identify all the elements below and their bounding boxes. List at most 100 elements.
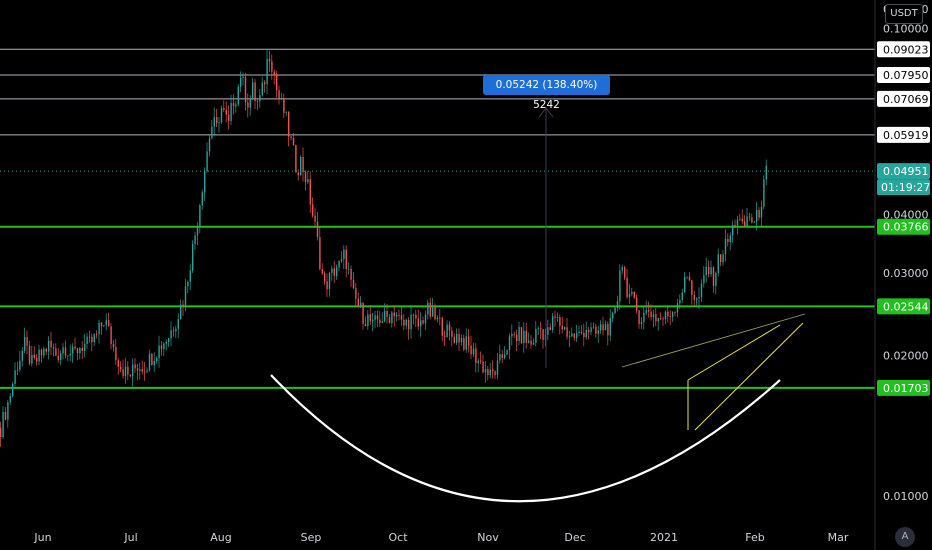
- candle-body: [492, 369, 494, 372]
- time-axis[interactable]: Jun Jul Aug Sep Oct Nov Dec 2021 Feb Mar: [33, 531, 848, 544]
- candle-body: [343, 249, 345, 259]
- candle-body: [220, 108, 223, 123]
- candle-body: [136, 368, 139, 371]
- candle-body: [664, 311, 667, 320]
- candle-body: [33, 354, 35, 358]
- candle-body: [31, 354, 33, 364]
- candle-body: [734, 224, 736, 226]
- candle-body: [91, 336, 93, 343]
- candle-body: [499, 354, 501, 361]
- candle-body: [302, 157, 304, 173]
- candle-body: [506, 350, 508, 355]
- current-price-label: 0.04951: [883, 165, 929, 178]
- candle-body: [160, 345, 163, 350]
- candle-body: [496, 360, 499, 375]
- candle-body: [376, 315, 379, 320]
- candle-body: [374, 315, 376, 320]
- candle-body: [208, 138, 211, 152]
- candle-body: [472, 348, 475, 355]
- candle-body: [276, 75, 278, 91]
- candle-body: [712, 267, 715, 286]
- price-tick-label: 0.03000: [883, 267, 929, 280]
- auto-scale-button[interactable]: A: [895, 527, 915, 547]
- price-axis[interactable]: 0.110000.100000.040000.030000.020000.010…: [877, 3, 930, 503]
- candle-body: [484, 369, 487, 373]
- candle-body: [252, 82, 254, 99]
- level-tag: [877, 126, 930, 143]
- candle-body: [415, 314, 417, 319]
- cup-arc: [270, 374, 781, 503]
- candle-body: [648, 310, 650, 312]
- candle-body: [105, 320, 107, 326]
- candle-body: [64, 347, 67, 356]
- candle-body: [72, 346, 74, 354]
- level-tag-label: 0.05919: [883, 129, 929, 142]
- candle-body: [14, 370, 16, 384]
- candle-body: [602, 324, 604, 331]
- candle-body: [355, 288, 357, 299]
- candle-body: [612, 312, 614, 319]
- candle-body: [542, 329, 544, 340]
- candle-body: [465, 336, 467, 350]
- candle-body: [532, 342, 535, 345]
- candle-body: [108, 320, 110, 327]
- candle-body: [204, 171, 206, 193]
- candle-body: [192, 243, 194, 271]
- candle-body: [352, 279, 355, 289]
- level-tag: [877, 66, 930, 83]
- candle-body: [739, 218, 741, 220]
- candle-body: [753, 221, 755, 223]
- candle-body: [117, 360, 119, 367]
- candle-body: [249, 98, 251, 108]
- candle-body: [566, 327, 568, 337]
- candle-body: [304, 172, 307, 183]
- candle-body: [667, 311, 669, 317]
- candle-body: [244, 77, 247, 103]
- candle-body: [100, 322, 103, 327]
- candle-body: [182, 304, 184, 306]
- candle-body: [292, 137, 295, 146]
- candle-body: [751, 217, 753, 223]
- candle-body: [69, 353, 71, 356]
- resistance-trendline: [621, 313, 806, 368]
- candle-body: [218, 122, 220, 124]
- candle-body: [643, 312, 645, 322]
- candle-body: [172, 330, 175, 332]
- candle-body: [744, 221, 746, 226]
- candle-body: [700, 283, 703, 298]
- candle-body: [247, 102, 249, 108]
- candle-body: [748, 216, 751, 218]
- candle-body: [81, 347, 83, 351]
- candle-body: [369, 314, 371, 322]
- candle-body: [55, 348, 57, 356]
- candle-body: [525, 330, 527, 343]
- candle-body: [511, 333, 513, 337]
- currency-button[interactable]: USDT: [885, 4, 923, 24]
- level-tag: [877, 218, 930, 235]
- time-tick-label: Jun: [33, 531, 51, 544]
- candle-body: [139, 369, 141, 371]
- time-tick-label: Dec: [564, 531, 585, 544]
- candle-body: [228, 114, 230, 121]
- level-tag-label: 0.09023: [883, 43, 929, 56]
- candle-body: [590, 327, 592, 332]
- candle-body: [424, 314, 427, 324]
- wedge-lower-line: [694, 322, 804, 431]
- candle-body: [736, 219, 739, 226]
- candle-body: [636, 297, 638, 311]
- level-tag: [877, 379, 930, 396]
- level-tag-label: 0.07069: [883, 93, 929, 106]
- current-price-tag: [877, 163, 930, 180]
- candle-body: [727, 238, 729, 243]
- candle-body: [12, 383, 14, 396]
- candle-body: [264, 82, 266, 85]
- candle-body: [530, 340, 532, 345]
- candle-body: [60, 353, 62, 361]
- candle-body: [422, 320, 424, 324]
- candle-body: [410, 314, 412, 330]
- candle-body: [559, 317, 561, 326]
- candle-body: [194, 235, 196, 244]
- candle-body: [48, 340, 50, 352]
